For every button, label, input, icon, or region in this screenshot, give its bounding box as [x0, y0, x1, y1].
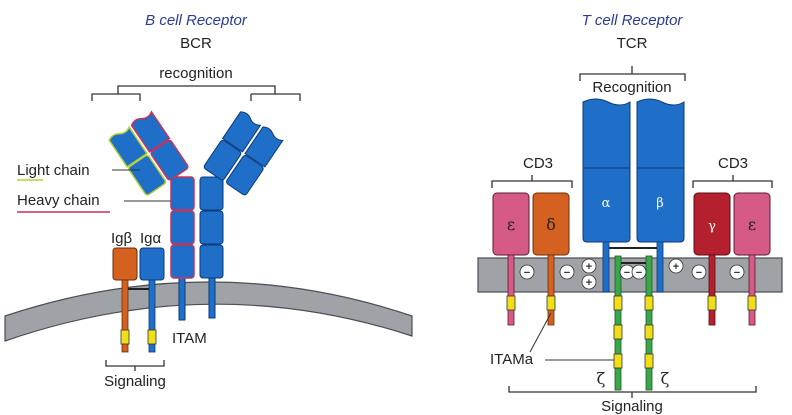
tcr-itam-leader-cd3: [529, 312, 552, 353]
zeta-right-symbol: ζ: [661, 369, 670, 388]
zeta-right-itam-2: [644, 324, 654, 340]
cd3-epsilon-right-symbol: ε: [748, 215, 756, 234]
tcr-signaling-label: Signaling: [601, 398, 663, 415]
zeta-right-itam-3: [644, 353, 654, 369]
heavy-chain-right-ch1: [203, 139, 242, 181]
zeta-left-itam-3: [613, 353, 623, 369]
heavy-chain-label: Heavy chain: [17, 192, 100, 209]
charge-2: −: [559, 264, 575, 280]
zeta-left-stem: [614, 255, 622, 391]
cd3-delta-itam: [546, 295, 556, 311]
bcr-recognition-label: recognition: [159, 65, 232, 82]
zeta-right-itam-1: [644, 295, 654, 311]
cd3-delta-symbol: δ: [546, 215, 556, 234]
zeta-left-itam-2: [613, 324, 623, 340]
cd3-right-label: CD3: [718, 155, 748, 172]
zeta-left-symbol: ζ: [597, 369, 606, 388]
ig-beta-domain: [112, 247, 138, 281]
tcr-panel: T cell Receptor TCR Recognition CD3 CD3 …: [477, 12, 783, 415]
bcr-abbr: BCR: [180, 35, 212, 52]
cd3-epsilon-right-itam: [747, 295, 757, 311]
charge-8: −: [691, 264, 707, 280]
zeta-right-stem: [645, 255, 653, 391]
cd3-left-bracket: [491, 175, 573, 188]
cd3-gamma-itam: [707, 295, 717, 311]
charge-3: +: [581, 258, 597, 274]
tcr-beta-symbol: β: [656, 196, 664, 211]
bcr-heavy-stem-right: [208, 277, 216, 319]
bcr-signaling-bracket: [105, 360, 165, 371]
charge-2-sign: −: [564, 267, 570, 279]
heavy-chain-right-vh: [221, 111, 262, 153]
heavy-chain-left-ch1: [150, 139, 189, 181]
tcr-recognition-bracket: [579, 66, 686, 81]
light-chain-label: Light chain: [17, 162, 90, 179]
fab-arm-right: [203, 111, 284, 196]
tcr-signaling-bracket: [508, 386, 757, 398]
charge-9-sign: −: [734, 267, 740, 279]
cd3-right-bracket: [692, 175, 773, 188]
heavy-chain-left-c3: [170, 244, 195, 279]
heavy-chain-left-c1: [170, 176, 195, 211]
charge-1-sign: −: [524, 267, 530, 279]
bcr-itam-label: ITAM: [172, 330, 207, 347]
fab-arm-left: [108, 110, 189, 196]
cd3-gamma-stem: [708, 254, 716, 326]
heavy-chain-right-c1: [199, 176, 224, 211]
light-chain-right-vl: [244, 126, 284, 168]
heavy-chain-right-c2: [199, 210, 224, 245]
charge-7: +: [668, 258, 684, 274]
bcr-itam-right: [147, 329, 157, 345]
bcr-panel: B cell Receptor BCR recognition: [4, 12, 413, 390]
ig-alpha-domain: [139, 247, 165, 281]
tcr-alpha-symbol: α: [602, 196, 611, 211]
tcr-beta-stem: [656, 241, 664, 293]
cd3-gamma-symbol: γ: [708, 219, 716, 234]
light-chain-left-vl: [108, 125, 149, 169]
tcr-alpha-stem: [602, 241, 610, 293]
heavy-chain-left-vh: [130, 110, 171, 153]
charge-3-sign: +: [586, 261, 592, 273]
cd3-delta-stem: [547, 254, 555, 326]
charge-9: −: [729, 264, 745, 280]
charge-6: −: [631, 264, 647, 280]
bcr-heavy-stem-left: [178, 277, 186, 321]
bcr-signaling-label: Signaling: [104, 373, 166, 390]
charge-4-sign: +: [586, 277, 592, 289]
charge-4: +: [581, 274, 597, 290]
tcr-title: T cell Receptor: [582, 12, 684, 29]
tcr-beta-chain: [636, 98, 685, 243]
tcr-recognition-label: Recognition: [592, 79, 671, 96]
tcr-abbr: TCR: [617, 35, 648, 52]
zeta-left-itam-1: [613, 295, 623, 311]
bcr-itam-left: [120, 329, 130, 345]
bcr-title: B cell Receptor: [145, 12, 248, 29]
charge-6-sign: −: [636, 267, 642, 279]
light-chain-left-cl: [128, 154, 167, 196]
tcr-itam-label: ITAMa: [490, 351, 534, 368]
cd3-epsilon-left-itam: [506, 295, 516, 311]
cd3-left-label: CD3: [523, 155, 553, 172]
bcr-recognition-bracket: [91, 85, 301, 101]
charge-5-sign: −: [624, 267, 630, 279]
cd3-epsilon-left-symbol: ε: [507, 215, 515, 234]
tcr-alpha-chain: [582, 98, 631, 243]
ig-alpha-label: Igα: [140, 230, 162, 247]
cd3-epsilon-left-stem: [507, 254, 515, 326]
charge-8-sign: −: [696, 267, 702, 279]
ig-beta-label: Igβ: [111, 230, 133, 247]
charge-1: −: [519, 264, 535, 280]
heavy-chain-right-c3: [199, 244, 224, 279]
ig-alpha-stem: [148, 279, 156, 353]
cd3-epsilon-right-stem: [748, 254, 756, 326]
light-chain-right-cl: [226, 155, 264, 196]
ig-beta-stem: [121, 279, 129, 353]
heavy-chain-left-c2: [170, 210, 195, 245]
charge-7-sign: +: [673, 261, 679, 273]
